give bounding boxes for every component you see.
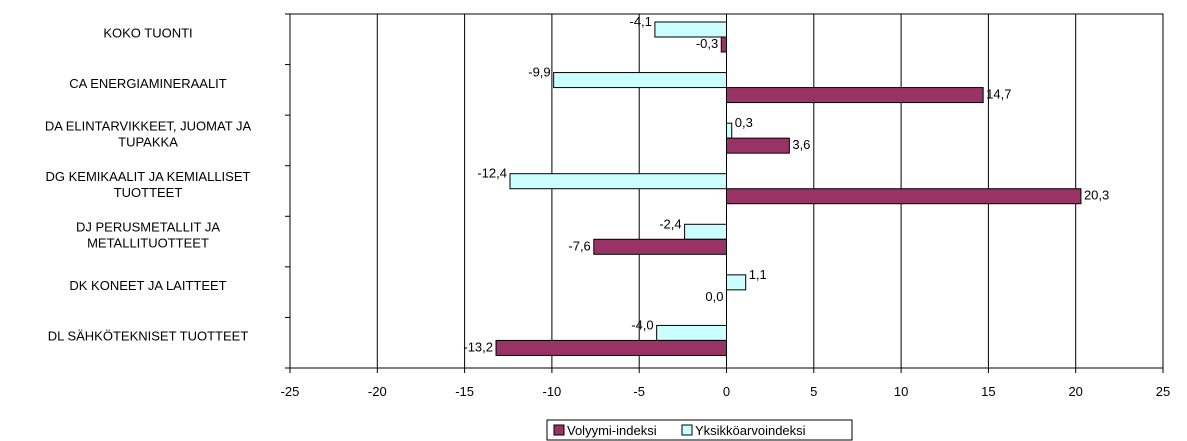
x-tick-label: 15 bbox=[981, 384, 995, 399]
data-label: 0,3 bbox=[735, 115, 753, 130]
volyymi-bar bbox=[726, 188, 1082, 205]
x-tick-label: -20 bbox=[368, 384, 387, 399]
data-label: -7,6 bbox=[568, 238, 590, 253]
volyymi-bar bbox=[593, 238, 728, 255]
volyymi-bar bbox=[495, 339, 728, 356]
data-label: -4,0 bbox=[631, 317, 653, 332]
yksikkoarvo-bar bbox=[654, 21, 727, 38]
x-axis-ticks: -25 -20 -15 -10 -5 0 5 10 15 20 25 bbox=[281, 13, 1170, 399]
data-label: -9,9 bbox=[528, 65, 550, 80]
data-label: 1,1 bbox=[749, 267, 767, 282]
x-tick-label: 5 bbox=[810, 384, 817, 399]
category-label: DL SÄHKÖTEKNISET TUOTTEET bbox=[48, 329, 249, 344]
category-label: DK KONEET JA LAITTEET bbox=[69, 278, 226, 293]
data-label: -12,4 bbox=[477, 166, 507, 181]
category-label: DJ PERUSMETALLIT JA METALLITUOTTEET bbox=[76, 220, 220, 251]
bars bbox=[495, 21, 1082, 356]
data-label: -4,1 bbox=[630, 14, 652, 29]
x-tick-label: -10 bbox=[543, 384, 562, 399]
volyymi-bar bbox=[726, 87, 984, 104]
data-label: -2,4 bbox=[659, 216, 681, 231]
legend-swatch bbox=[553, 424, 565, 436]
legend-box bbox=[546, 419, 853, 441]
data-label: 20,3 bbox=[1084, 188, 1109, 203]
yksikkoarvo-bar bbox=[509, 173, 727, 190]
volyymi-bar bbox=[720, 36, 728, 53]
category-labels: KOKO TUONTI CA ENERGIAMINERAALIT DA ELINTA… bbox=[45, 25, 252, 343]
x-tick-label: -15 bbox=[455, 384, 474, 399]
data-label: -0,3 bbox=[696, 36, 718, 51]
yksikkoarvo-bar bbox=[726, 274, 747, 291]
data-label: 0,0 bbox=[705, 289, 723, 304]
x-tick-label: 20 bbox=[1068, 384, 1082, 399]
legend-entry: Volyymi-indeksi bbox=[567, 423, 657, 438]
legend: Volyymi-indeksi Yksikköarvoindeksi bbox=[546, 419, 853, 441]
x-tick-label: 0 bbox=[723, 384, 730, 399]
volyymi-bar bbox=[726, 137, 790, 154]
x-tick-label: -25 bbox=[281, 384, 300, 399]
yksikkoarvo-bar bbox=[726, 122, 733, 139]
legend-entry: Yksikköarvoindeksi bbox=[695, 423, 806, 438]
data-label: 3,6 bbox=[792, 137, 810, 152]
yksikkoarvo-bar bbox=[553, 72, 727, 89]
category-label: KOKO TUONTI bbox=[103, 25, 192, 40]
category-label: DG KEMIKAALIT JA KEMIALLISET TUOTTEET bbox=[46, 169, 251, 200]
legend-swatch bbox=[681, 424, 693, 436]
category-label: CA ENERGIAMINERAALIT bbox=[69, 76, 227, 91]
data-labels: -4,1 -9,9 0,3 -12,4 -2,4 1,1 -4,0 -0,3 14,7 3,6 20… bbox=[463, 14, 1109, 354]
yksikkoarvo-bar bbox=[656, 324, 727, 341]
data-label: -13,2 bbox=[463, 339, 493, 354]
x-tick-label: 25 bbox=[1156, 384, 1170, 399]
data-label: 14,7 bbox=[986, 87, 1011, 102]
x-tick-label: -5 bbox=[633, 384, 645, 399]
yksikkoarvo-bar bbox=[684, 223, 728, 240]
category-label: DA ELINTARVIKKEET, JUOMAT JA TUPAKKA bbox=[45, 118, 252, 149]
x-tick-label: 10 bbox=[894, 384, 908, 399]
